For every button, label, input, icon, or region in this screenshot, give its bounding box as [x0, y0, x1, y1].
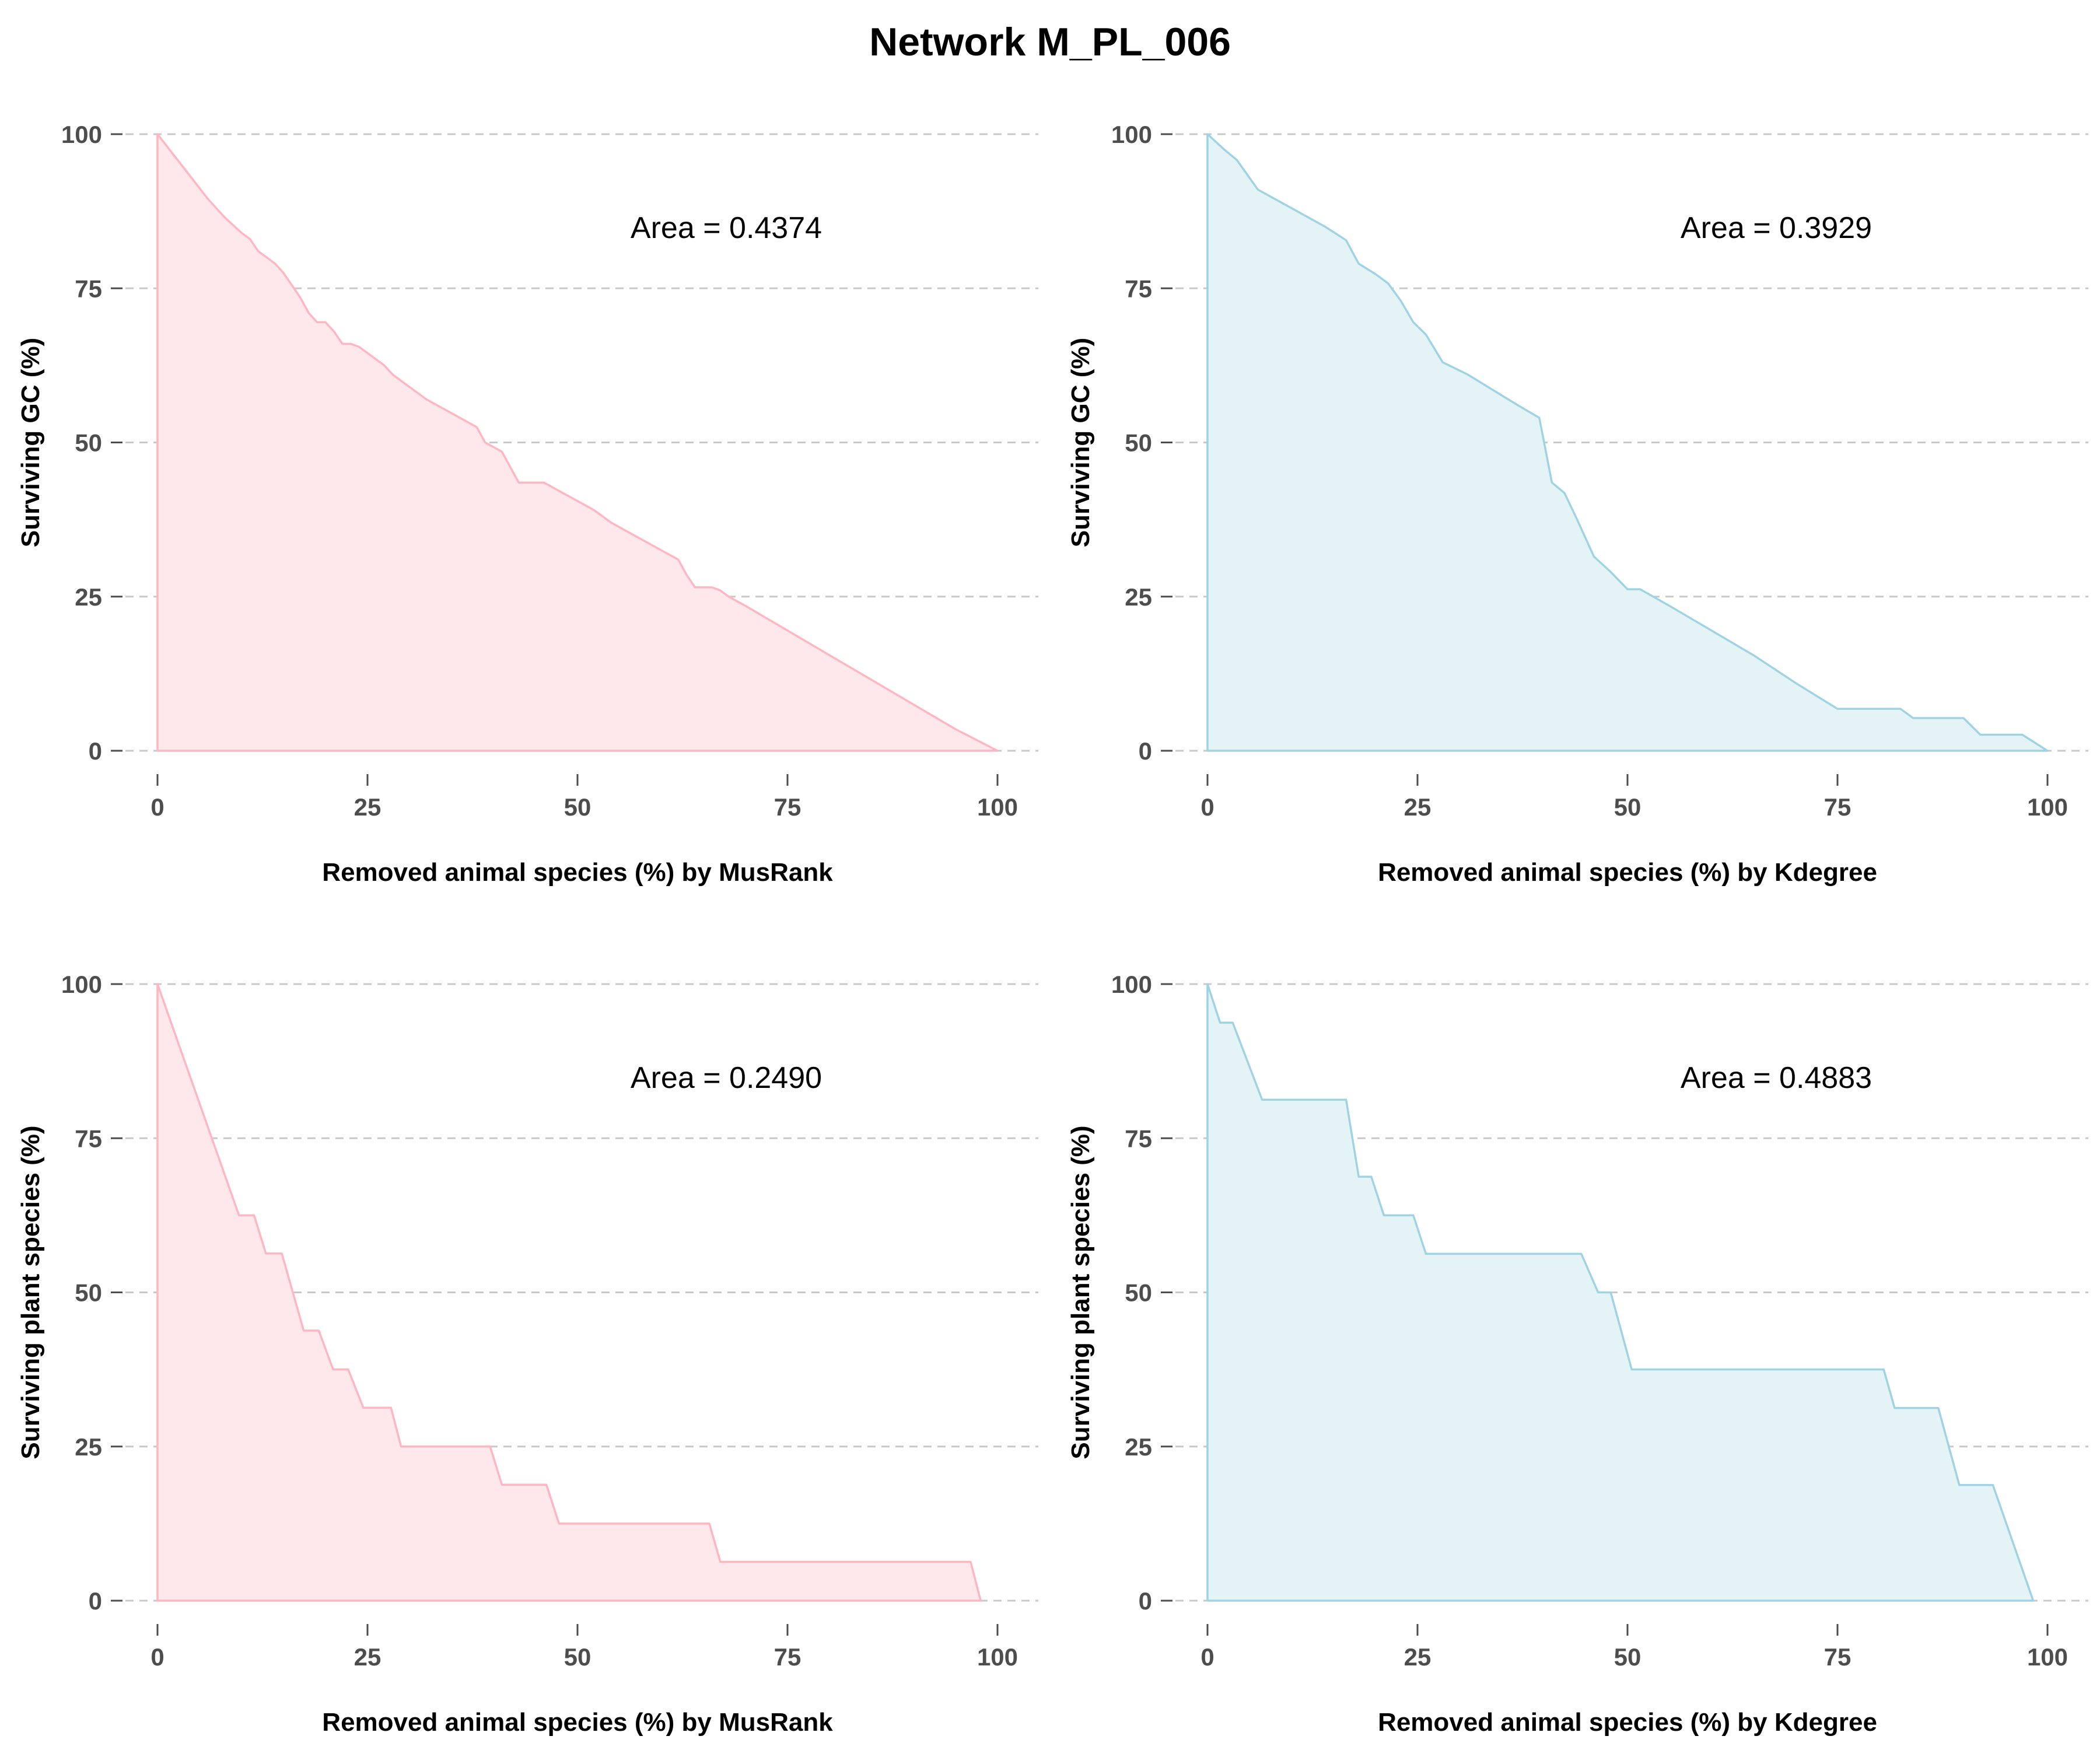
x-tick-label: 0: [1200, 793, 1214, 821]
y-tick-label: 0: [1139, 737, 1152, 765]
x-tick-label: 100: [2027, 1643, 2068, 1671]
y-tick-label: 50: [1125, 429, 1152, 457]
x-tick-label: 100: [2027, 793, 2068, 821]
survival-area: [156, 133, 999, 752]
y-tick-label: 75: [1125, 1125, 1152, 1152]
panel-4: 0 25 50 75 100 0 25 50 75 100 Area = 0.4883 Removed…: [1066, 971, 2088, 1737]
y-tick-label: 25: [75, 583, 102, 611]
panels: 0 25 50 75 100 0 25 50 75 100 Area = 0.4374 Removed…: [16, 121, 2088, 1737]
x-tick-label: 75: [1824, 793, 1852, 821]
survival-area: [1206, 983, 2035, 1602]
x-tick-label: 0: [1200, 1643, 1214, 1671]
y-tick-label: 75: [75, 275, 102, 302]
y-axis-label: Surviving plant species (%): [16, 1125, 45, 1459]
y-tick-label: 0: [89, 737, 102, 765]
y-tick-label: 100: [61, 121, 102, 148]
x-axis-label: Removed animal species (%) by Kdegree: [1378, 858, 1877, 887]
figure-title: Network M_PL_006: [869, 20, 1231, 64]
x-tick-label: 0: [150, 793, 164, 821]
x-tick-label: 75: [774, 1643, 802, 1671]
area-annotation: Area = 0.4374: [631, 211, 822, 245]
x-tick-label: 50: [1614, 1643, 1642, 1671]
y-tick-label: 0: [89, 1587, 102, 1615]
x-tick-label: 50: [564, 793, 592, 821]
survival-area: [1206, 133, 2049, 752]
area-annotation: Area = 0.3929: [1681, 211, 1872, 245]
panel-3: 0 25 50 75 100 0 25 50 75 100 Area = 0.2490 Removed…: [16, 971, 1038, 1737]
y-tick-label: 75: [75, 1125, 102, 1152]
survival-area: [156, 983, 982, 1602]
x-tick-label: 100: [977, 1643, 1018, 1671]
area-annotation: Area = 0.2490: [631, 1061, 822, 1095]
y-tick-label: 0: [1139, 1587, 1152, 1615]
y-tick-label: 25: [1125, 1433, 1152, 1461]
x-tick-label: 50: [1614, 793, 1642, 821]
y-tick-label: 50: [1125, 1279, 1152, 1307]
y-tick-label: 100: [61, 971, 102, 998]
y-tick-label: 75: [1125, 275, 1152, 302]
x-tick-label: 0: [150, 1643, 164, 1671]
y-tick-label: 50: [75, 1279, 102, 1307]
x-tick-label: 25: [1404, 1643, 1432, 1671]
x-tick-label: 75: [1824, 1643, 1852, 1671]
x-axis-label: Removed animal species (%) by Kdegree: [1378, 1708, 1877, 1737]
x-tick-label: 25: [354, 793, 382, 821]
area-annotation: Area = 0.4883: [1681, 1061, 1872, 1095]
y-tick-label: 100: [1111, 121, 1152, 148]
x-tick-label: 25: [354, 1643, 382, 1671]
y-tick-label: 25: [1125, 583, 1152, 611]
y-axis-label: Surviving GC (%): [16, 338, 45, 547]
x-tick-label: 50: [564, 1643, 592, 1671]
y-tick-label: 25: [75, 1433, 102, 1461]
y-axis-label: Surviving plant species (%): [1066, 1125, 1095, 1459]
y-tick-label: 50: [75, 429, 102, 457]
y-axis-label: Surviving GC (%): [1066, 338, 1095, 547]
y-tick-label: 100: [1111, 971, 1152, 998]
panel-1: 0 25 50 75 100 0 25 50 75 100 Area = 0.4374 Removed…: [16, 121, 1038, 887]
x-tick-label: 100: [977, 793, 1018, 821]
x-axis-label: Removed animal species (%) by MusRank: [322, 858, 833, 887]
x-tick-label: 25: [1404, 793, 1432, 821]
x-tick-label: 75: [774, 793, 802, 821]
panel-2: 0 25 50 75 100 0 25 50 75 100 Area = 0.3929 Removed…: [1066, 121, 2088, 887]
x-axis-label: Removed animal species (%) by MusRank: [322, 1708, 833, 1737]
